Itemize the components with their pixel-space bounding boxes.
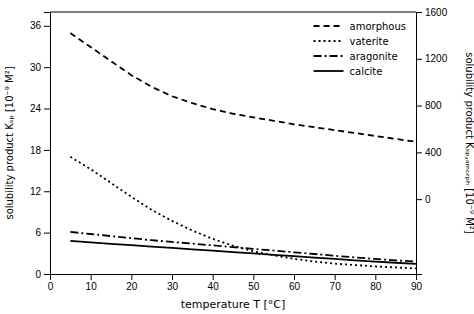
plot: 0 10 20 30 40 50 60 70 80 90 0 6 12 18 24 30 36 0 400 800 12… (30, 7, 448, 292)
y2-axis-title: solubility product Kₛₚ,ₐₘₒᵣₚₕ [10⁻⁹ M²] (464, 52, 474, 234)
tick-mark (44, 191, 50, 192)
lines (70, 33, 416, 268)
legend-label: amorphous (350, 21, 406, 32)
legend-item: calcite (314, 66, 383, 77)
series-line (70, 232, 416, 262)
tick-mark (294, 274, 295, 280)
tick-mark (131, 274, 132, 280)
tick-label: 10 (86, 281, 98, 292)
tick-label: 400 (425, 147, 442, 158)
y-axis-title: solubility product Kₛₚ [10⁻⁹ M²] (4, 66, 15, 219)
tick-mark (172, 274, 173, 280)
tick: 30 (30, 62, 50, 73)
tick: 1200 (416, 53, 448, 64)
tick-mark (416, 59, 422, 60)
tick-label: 24 (30, 103, 42, 114)
legend-item: amorphous (314, 21, 406, 32)
tick-label: 0 (35, 269, 41, 280)
tick-label: 40 (208, 281, 220, 292)
tick-label: 0 (48, 281, 54, 292)
tick: 20 (126, 274, 138, 292)
tick: 40 (208, 274, 220, 292)
tick-label: 30 (30, 62, 42, 73)
tick: 36 (30, 20, 50, 31)
legend-label: calcite (350, 66, 383, 77)
tick: 800 (416, 100, 442, 111)
tick: 1600 (416, 7, 448, 18)
tick: 90 (411, 274, 423, 292)
tick: 60 (289, 274, 301, 292)
tick-label: 18 (30, 145, 42, 156)
tick-mark (44, 274, 50, 275)
tick-mark (335, 274, 336, 280)
y-axis: 0 6 12 18 24 30 36 (30, 13, 51, 280)
tick-mark (44, 26, 50, 27)
axis-line (417, 13, 423, 275)
legend-swatch (314, 40, 344, 42)
tick-mark (44, 150, 50, 151)
tick-label: 60 (289, 281, 301, 292)
chart: 0 10 20 30 40 50 60 70 80 90 0 6 12 18 24 30 36 0 400 800 12… (0, 0, 474, 314)
series-line (70, 157, 416, 269)
series-line (70, 33, 416, 142)
tick-label: 90 (411, 281, 423, 292)
series-line (70, 241, 416, 264)
legend-swatch (314, 55, 344, 57)
tick-mark (44, 109, 50, 110)
tick: 0 (416, 194, 431, 205)
legend-swatch (314, 70, 344, 72)
tick-label: 80 (370, 281, 382, 292)
legend-item: vaterite (314, 36, 389, 47)
tick: 10 (86, 274, 98, 292)
tick-label: 0 (425, 194, 431, 205)
tick: 70 (330, 274, 342, 292)
legend: amorphous vaterite aragonite calcite (314, 21, 406, 77)
tick-mark (375, 274, 376, 280)
tick-mark (91, 274, 92, 280)
chart-container: 0 10 20 30 40 50 60 70 80 90 0 6 12 18 24 30 36 0 400 800 12… (0, 0, 474, 314)
tick: 6 (35, 227, 50, 238)
legend-label: vaterite (350, 36, 389, 47)
tick-mark (416, 106, 422, 107)
tick: 12 (30, 186, 50, 197)
x-axis-title: temperature T [°C] (181, 298, 286, 311)
tick-mark (416, 199, 422, 200)
tick: 0 (48, 274, 54, 292)
legend-label: aragonite (350, 51, 398, 62)
tick: 30 (167, 274, 179, 292)
tick-label: 36 (30, 20, 42, 31)
y2-axis: 0 400 800 1200 1600 (416, 7, 448, 275)
tick-mark (416, 152, 422, 153)
tick: 400 (416, 147, 442, 158)
tick: 24 (30, 103, 50, 114)
tick-mark (253, 274, 254, 280)
tick-label: 20 (126, 281, 138, 292)
tick-mark (213, 274, 214, 280)
tick-label: 70 (330, 281, 342, 292)
tick-label: 6 (35, 227, 41, 238)
axis-line (44, 13, 51, 275)
tick-mark (416, 12, 422, 13)
legend-item: aragonite (314, 51, 398, 62)
tick-label: 1200 (425, 53, 448, 64)
tick: 80 (370, 274, 382, 292)
frame-line (50, 12, 416, 13)
tick-label: 800 (425, 100, 442, 111)
tick-label: 50 (248, 281, 260, 292)
tick-mark (44, 233, 50, 234)
legend-swatch (314, 25, 344, 27)
axis-line (51, 275, 417, 281)
tick-label: 1600 (425, 7, 448, 18)
tick: 18 (30, 145, 50, 156)
tick-mark (44, 67, 50, 68)
x-axis: 0 10 20 30 40 50 60 70 80 90 (48, 274, 423, 292)
tick-label: 12 (30, 186, 42, 197)
tick: 0 (35, 269, 50, 280)
tick: 50 (248, 274, 260, 292)
tick-label: 30 (167, 281, 179, 292)
